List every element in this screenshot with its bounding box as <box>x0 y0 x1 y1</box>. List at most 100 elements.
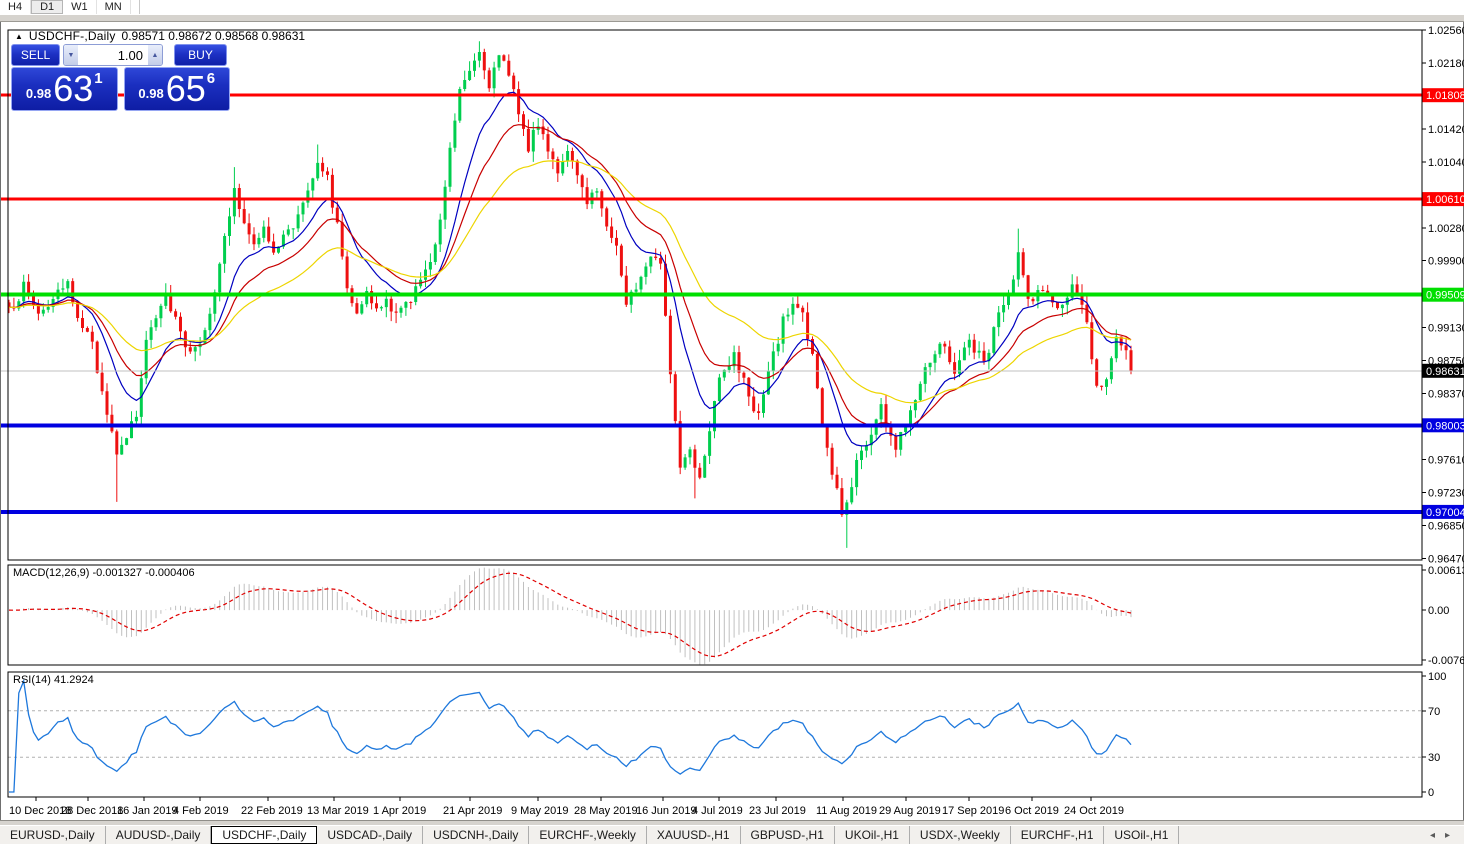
y-axis-tick-label: 0.97610 <box>1428 454 1464 466</box>
price-level-axis-text: 0.98003 <box>1426 420 1464 432</box>
y-axis-tick-label: 1.01040 <box>1428 157 1464 169</box>
timeframe-button-D1[interactable]: D1 <box>31 0 64 14</box>
y-axis-tick-label: 1.02180 <box>1428 58 1464 70</box>
price-level-line-0.99509[interactable] <box>1 292 1422 297</box>
candle-bodies-up <box>17 52 1118 515</box>
sell-price-sup: 1 <box>94 70 103 87</box>
chart-ohlc-quote: 0.98571 0.98672 0.98568 0.98631 <box>121 29 306 43</box>
buy-price-button[interactable]: 0.98 65 6 <box>123 67 230 111</box>
rsi-axis-label: 100 <box>1428 671 1446 683</box>
rsi-pane-series <box>8 678 1422 793</box>
x-axis-date-label: 11 Aug 2019 <box>816 805 877 817</box>
price-level-axis-text: 1.00610 <box>1426 194 1464 206</box>
x-axis-date-label: 24 Oct 2019 <box>1064 805 1124 817</box>
timeframe-button-W1[interactable]: W1 <box>63 0 97 14</box>
timeframe-button-MN[interactable]: MN <box>97 0 131 14</box>
chart-tab-gbpusd-h1[interactable]: GBPUSD-,H1 <box>741 826 835 844</box>
x-axis-date-label: 28 Dec 2018 <box>61 805 123 817</box>
chart-tab-usdchf-daily[interactable]: USDCHF-,Daily <box>211 826 318 844</box>
tab-scroll-arrows: ◂ ▸ <box>1430 826 1464 844</box>
rsi-axis-label: 30 <box>1428 752 1440 764</box>
current-price-axis-label <box>1422 363 1464 378</box>
price-level-axis-text: 1.01808 <box>1426 90 1464 102</box>
timeframe-button-H4[interactable]: H4 <box>0 0 32 14</box>
chart-window: 1.01808 1.00610 0.99509 0.98003 0.97004 0.986… <box>0 22 1464 820</box>
price-chart[interactable]: 1.018081.006100.995090.980030.970040.986… <box>1 22 1464 820</box>
macd-signal-line <box>8 572 1132 658</box>
sell-price-button[interactable]: 0.98 63 1 <box>11 67 118 111</box>
chart-tab-eurchf-weekly[interactable]: EURCHF-,Weekly <box>529 826 647 844</box>
chart-tab-eurusd-daily[interactable]: EURUSD-,Daily <box>0 826 106 844</box>
price-level-axis-label <box>1422 192 1464 207</box>
chart-tab-usdx-weekly[interactable]: USDX-,Weekly <box>910 826 1011 844</box>
sell-price-main: 0.98 <box>25 86 52 101</box>
current-price-axis-text: 0.98631 <box>1426 366 1464 378</box>
volume-input[interactable] <box>78 45 148 65</box>
buy-price-main: 0.98 <box>138 86 164 101</box>
volume-increase-icon[interactable]: ▲ <box>148 45 162 65</box>
chart-tab-ukoil-h1[interactable]: UKOil-,H1 <box>835 826 910 844</box>
y-axis-tick-label: 1.00280 <box>1428 223 1464 235</box>
y-axis-tick-label: 0.99130 <box>1428 323 1464 335</box>
chart-title: ▲ USDCHF-,Daily 0.98571 0.98672 0.98568 … <box>15 29 305 43</box>
x-axis-date-label: 17 Sep 2019 <box>942 805 1004 817</box>
y-axis-tick-label: 0.96470 <box>1428 553 1464 565</box>
buy-button[interactable]: BUY <box>174 44 227 66</box>
y-axis-tick-label: 1.02560 <box>1428 25 1464 37</box>
rsi-axis-label: 0 <box>1428 787 1434 799</box>
chart-tab-usoil-h1[interactable]: USOil-,H1 <box>1104 826 1180 844</box>
x-axis-date-label: 16 Jan 2019 <box>117 805 178 817</box>
collapse-trade-panel-icon[interactable]: ▲ <box>15 31 23 41</box>
y-axis-tick-label: 0.99900 <box>1428 256 1464 268</box>
macd-histogram <box>13 567 1132 665</box>
x-axis-date-label: 29 Aug 2019 <box>879 805 941 817</box>
x-axis-date-label: 4 Jul 2019 <box>692 805 743 817</box>
rsi-indicator-label: RSI(14) 41.2924 <box>13 674 94 686</box>
chart-tab-audusd-daily[interactable]: AUDUSD-,Daily <box>106 826 212 844</box>
y-axis-tick-label: 0.96850 <box>1428 520 1464 532</box>
sell-button[interactable]: SELL <box>11 44 60 66</box>
y-axis-tick-label: 0.98370 <box>1428 389 1464 401</box>
main-pane-border <box>7 29 1423 561</box>
toolbar-divider <box>138 0 140 14</box>
buy-price-big: 65 <box>165 68 206 109</box>
tabs-scroll-right-icon[interactable]: ▸ <box>1444 829 1450 841</box>
chart-tab-usdcnh-daily[interactable]: USDCNH-,Daily <box>423 826 530 844</box>
price-level-axis-label <box>1422 418 1464 433</box>
x-axis-date-label: 4 Feb 2019 <box>173 805 229 817</box>
price-level-line-1.01808[interactable] <box>1 93 1422 97</box>
price-level-line-0.97004[interactable] <box>1 509 1422 514</box>
x-axis-date-label: 21 Apr 2019 <box>443 805 502 817</box>
price-level-line-0.98003[interactable] <box>1 423 1422 428</box>
main-pane-series <box>8 41 1133 548</box>
ma-line-21 <box>8 124 1132 428</box>
x-axis-date-label: 10 Dec 2018 <box>9 805 71 817</box>
macd-axis-label: 0.00613 <box>1428 565 1464 577</box>
price-level-axis-label <box>1422 504 1464 519</box>
chart-tab-usdcad-daily[interactable]: USDCAD-,Daily <box>317 826 424 844</box>
price-level-axis-label <box>1422 287 1464 302</box>
macd-pane-border <box>7 564 1423 666</box>
macd-indicator-label: MACD(12,26,9) -0.001327 -0.000406 <box>13 567 195 579</box>
buy-price-sup: 6 <box>206 70 216 87</box>
x-axis-date-label: 28 May 2019 <box>574 805 638 817</box>
tabs-scroll-left-icon[interactable]: ◂ <box>1429 829 1435 841</box>
chart-tab-eurchf-h1[interactable]: EURCHF-,H1 <box>1011 826 1105 844</box>
x-axis-date-label: 23 Jul 2019 <box>749 805 806 817</box>
rsi-pane-border <box>7 671 1423 798</box>
y-axis-tick-label: 1.01420 <box>1428 124 1464 136</box>
window-tab-separator <box>0 820 1464 826</box>
ma-line-12 <box>8 91 1132 447</box>
candle-bodies-down <box>8 52 1133 515</box>
x-axis-date-label: 13 Mar 2019 <box>307 805 369 817</box>
volume-decrease-icon[interactable]: ▼ <box>64 45 78 65</box>
price-level-axis-text: 0.97004 <box>1426 507 1464 519</box>
chart-tab-xauusd-h1[interactable]: XAUUSD-,H1 <box>647 826 741 844</box>
price-level-axis-text: 0.99509 <box>1426 290 1464 302</box>
volume-spinner: ▼ ▲ <box>63 44 163 66</box>
price-level-line-1.00610[interactable] <box>1 197 1422 201</box>
x-axis-date-label: 22 Feb 2019 <box>241 805 303 817</box>
one-click-trading-panel: SELL ▼ ▲ BUY 0.98 63 1 0.98 65 6 <box>11 44 230 111</box>
macd-pane-series <box>8 567 1132 665</box>
